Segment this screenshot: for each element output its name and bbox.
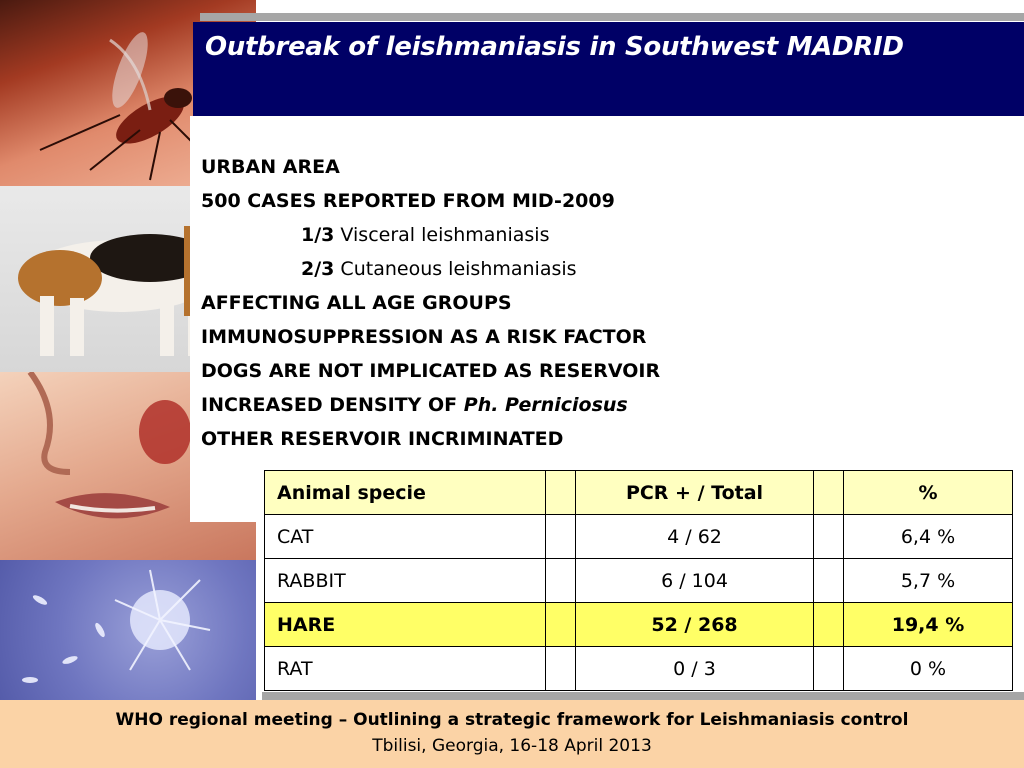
table-row: CAT 4 / 62 6,4 % — [264, 514, 1013, 559]
table-header-row: Animal specie PCR + / Total % — [264, 470, 1013, 515]
table-row: RABBIT 6 / 104 5,7 % — [264, 558, 1013, 603]
percent-cell: 6,4 % — [843, 514, 1013, 559]
percent-cell: 0 % — [843, 646, 1013, 691]
header-percent: % — [843, 470, 1013, 515]
header-animal-specie: Animal specie — [264, 470, 546, 515]
footer-meeting-title: WHO regional meeting – Outlining a strat… — [115, 710, 909, 730]
parasite-micrograph — [0, 560, 256, 700]
table-gap-cell — [813, 646, 844, 691]
pcr-table: Animal specie PCR + / Total % CAT 4 / 62… — [264, 470, 1013, 691]
line-urban-area: URBAN AREA — [201, 156, 340, 178]
table-gap-cell — [545, 558, 576, 603]
header-pcr-total: PCR + / Total — [575, 470, 814, 515]
animal-cell: RAT — [264, 646, 546, 691]
table-gap-cell — [545, 514, 576, 559]
pcr-cell: 6 / 104 — [575, 558, 814, 603]
table-row: RAT 0 / 3 0 % — [264, 646, 1013, 691]
line-other-reservoir: OTHER RESERVOIR INCRIMINATED — [201, 428, 564, 450]
top-border-bar — [200, 13, 1024, 21]
percent-cell: 5,7 % — [843, 558, 1013, 603]
line-immunosuppression: IMMUNOSUPPRESSION AS A RISK FACTOR — [201, 326, 647, 348]
table-row-highlighted: HARE 52 / 268 19,4 % — [264, 602, 1013, 647]
table-gap-cell — [813, 602, 844, 647]
table-gap-cell — [813, 514, 844, 559]
line-cutaneous: 2/3 Cutaneous leishmaniasis — [301, 258, 577, 280]
table-gap-cell — [813, 558, 844, 603]
bottom-border-bar — [262, 692, 1024, 700]
percent-cell: 19,4 % — [843, 602, 1013, 647]
pcr-cell: 52 / 268 — [575, 602, 814, 647]
animal-cell: CAT — [264, 514, 546, 559]
title-banner — [193, 22, 1024, 116]
pcr-cell: 4 / 62 — [575, 514, 814, 559]
table-gap-cell — [813, 470, 844, 515]
animal-cell: HARE — [264, 602, 546, 647]
table-gap-cell — [545, 602, 576, 647]
animal-cell: RABBIT — [264, 558, 546, 603]
footer-banner: WHO regional meeting – Outlining a strat… — [0, 700, 1024, 768]
footer-location-date: Tbilisi, Georgia, 16-18 April 2013 — [372, 736, 652, 756]
bullet-lines: URBAN AREA 500 CASES REPORTED FROM MID-2… — [201, 150, 761, 456]
table-gap-cell — [545, 470, 576, 515]
slide-title: Outbreak of leishmaniasis in Southwest M… — [205, 32, 904, 62]
table-gap-cell — [545, 646, 576, 691]
line-age-groups: AFFECTING ALL AGE GROUPS — [201, 292, 512, 314]
line-cases-reported: 500 CASES REPORTED FROM MID-2009 — [201, 190, 615, 212]
line-increased-density: INCREASED DENSITY OF Ph. Perniciosus — [201, 394, 628, 416]
pcr-cell: 0 / 3 — [575, 646, 814, 691]
line-visceral: 1/3 Visceral leishmaniasis — [301, 224, 550, 246]
text-panel — [190, 116, 1024, 522]
line-dogs-not-reservoir: DOGS ARE NOT IMPLICATED AS RESERVOIR — [201, 360, 661, 382]
